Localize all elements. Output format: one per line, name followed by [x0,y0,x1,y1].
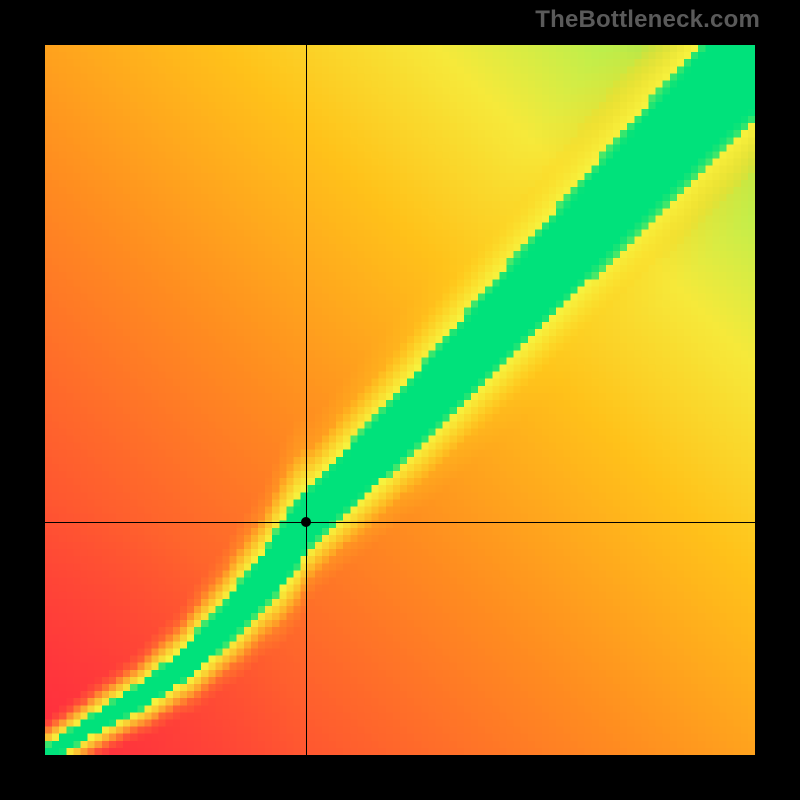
plot-area [45,45,755,755]
crosshair-horizontal [45,522,755,523]
watermark-text: TheBottleneck.com [535,6,760,34]
marker-dot [301,517,311,527]
crosshair-vertical [306,45,307,755]
frame: TheBottleneck.com [0,0,800,800]
heatmap-canvas [45,45,755,755]
